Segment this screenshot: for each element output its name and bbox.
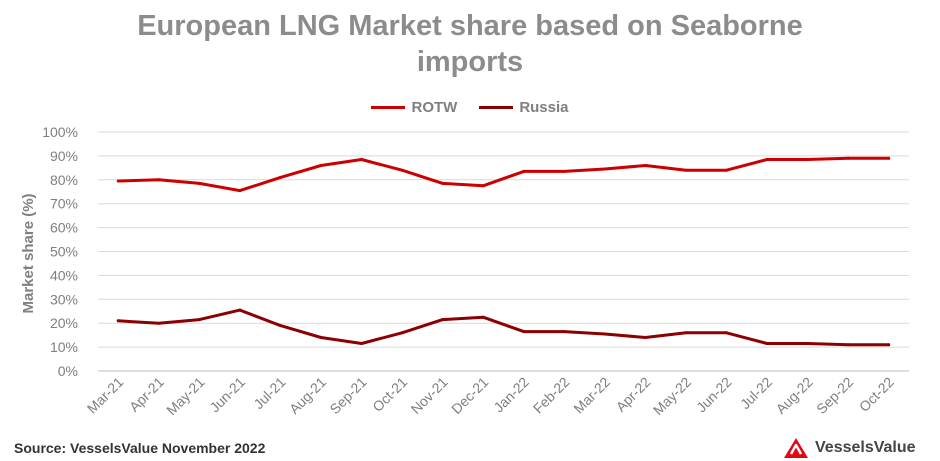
x-tick-label: Oct-22 <box>856 374 897 415</box>
data-point-rotw <box>725 168 729 172</box>
chart-title-line-2: imports <box>416 46 524 78</box>
data-point-russia <box>481 315 485 319</box>
data-point-rotw <box>481 184 485 188</box>
data-point-rotw <box>765 157 769 161</box>
data-point-russia <box>765 342 769 346</box>
x-tick-label: Feb-22 <box>530 374 573 417</box>
y-tick-label: 90% <box>50 148 78 164</box>
data-point-rotw <box>684 168 688 172</box>
vesselsvalue-logo-icon <box>784 438 808 458</box>
data-point-russia <box>116 319 120 323</box>
data-point-rotw <box>522 169 526 173</box>
data-point-russia <box>846 343 850 347</box>
data-point-rotw <box>441 181 445 185</box>
y-tick-label: 30% <box>50 291 78 307</box>
data-point-russia <box>319 336 323 340</box>
series-line-rotw <box>116 156 891 193</box>
y-tick-label: 10% <box>50 339 78 355</box>
data-point-russia <box>157 321 161 325</box>
y-tick-label: 80% <box>50 172 78 188</box>
data-point-russia <box>603 332 607 336</box>
x-tick-label: Jun-22 <box>693 374 735 416</box>
legend-label-rotw: ROTW <box>411 98 458 116</box>
chart-title-line-1: European LNG Market share based on Seabo… <box>137 10 803 42</box>
x-tick-label: May-21 <box>163 374 207 418</box>
x-tick-label: Nov-21 <box>408 374 451 417</box>
data-point-rotw <box>157 178 161 182</box>
legend-swatch-rotw <box>371 105 406 109</box>
x-tick-label: Apr-21 <box>126 374 167 415</box>
y-axis-label: Market share (%) <box>20 193 37 313</box>
source-note: Source: VesselsValue November 2022 <box>14 440 266 456</box>
x-tick-label: Jul-21 <box>250 374 288 412</box>
data-point-russia <box>360 342 364 346</box>
data-point-russia <box>522 330 526 334</box>
data-point-rotw <box>400 168 404 172</box>
x-tick-label: Oct-21 <box>369 374 410 415</box>
data-point-russia <box>197 318 201 322</box>
data-point-russia <box>725 331 729 335</box>
chart-legend: ROTW Russia <box>0 97 940 117</box>
data-point-rotw <box>116 179 120 183</box>
data-point-rotw <box>643 163 647 167</box>
x-tick-label: Jul-22 <box>737 374 775 412</box>
legend-item-russia: Russia <box>479 98 569 116</box>
x-tick-label: Mar-21 <box>84 374 127 417</box>
data-point-rotw <box>846 156 850 160</box>
brand-name: VesselsValue <box>815 439 916 456</box>
y-tick-label: 60% <box>50 220 78 236</box>
brand-logo: VesselsValue <box>783 437 916 459</box>
legend-swatch-russia <box>479 105 514 109</box>
x-tick-label: Sep-21 <box>326 374 369 417</box>
y-tick-label: 20% <box>50 315 78 331</box>
data-point-russia <box>238 308 242 312</box>
data-point-rotw <box>887 156 891 160</box>
x-tick-label: Sep-22 <box>813 374 856 417</box>
y-tick-label: 70% <box>50 196 78 212</box>
data-point-russia <box>887 343 891 347</box>
legend-item-rotw: ROTW <box>371 99 457 116</box>
x-tick-label: Dec-21 <box>448 374 491 417</box>
data-point-russia <box>684 331 688 335</box>
x-tick-label: Aug-21 <box>286 374 329 417</box>
data-point-russia <box>643 336 647 340</box>
data-point-russia <box>278 324 282 328</box>
data-point-rotw <box>278 175 282 179</box>
data-point-rotw <box>360 157 364 161</box>
x-tick-label: Mar-22 <box>570 374 613 417</box>
data-point-russia <box>400 331 404 335</box>
data-point-rotw <box>197 181 201 185</box>
data-point-rotw <box>806 157 810 161</box>
data-point-rotw <box>238 189 242 193</box>
x-tick-label: May-22 <box>650 374 694 418</box>
data-point-russia <box>562 330 566 334</box>
data-point-russia <box>441 318 445 322</box>
y-tick-label: 100% <box>42 124 78 140</box>
series-line-russia <box>116 308 891 347</box>
y-tick-label: 40% <box>50 267 78 283</box>
y-tick-label: 50% <box>50 244 78 260</box>
data-point-rotw <box>562 169 566 173</box>
x-tick-label: Apr-22 <box>613 374 654 415</box>
data-point-rotw <box>603 167 607 171</box>
x-tick-label: Aug-22 <box>773 374 816 417</box>
legend-label-russia: Russia <box>519 98 569 116</box>
data-point-rotw <box>319 163 323 167</box>
y-tick-label: 0% <box>58 363 78 379</box>
x-tick-label: Jun-21 <box>206 374 248 416</box>
data-point-russia <box>806 342 810 346</box>
x-tick-label: Jan-22 <box>490 374 532 416</box>
line-chart: 0% 10% 20% 30% 40% 50% 60% 70% 80% 90% 100% Market … <box>20 124 909 418</box>
